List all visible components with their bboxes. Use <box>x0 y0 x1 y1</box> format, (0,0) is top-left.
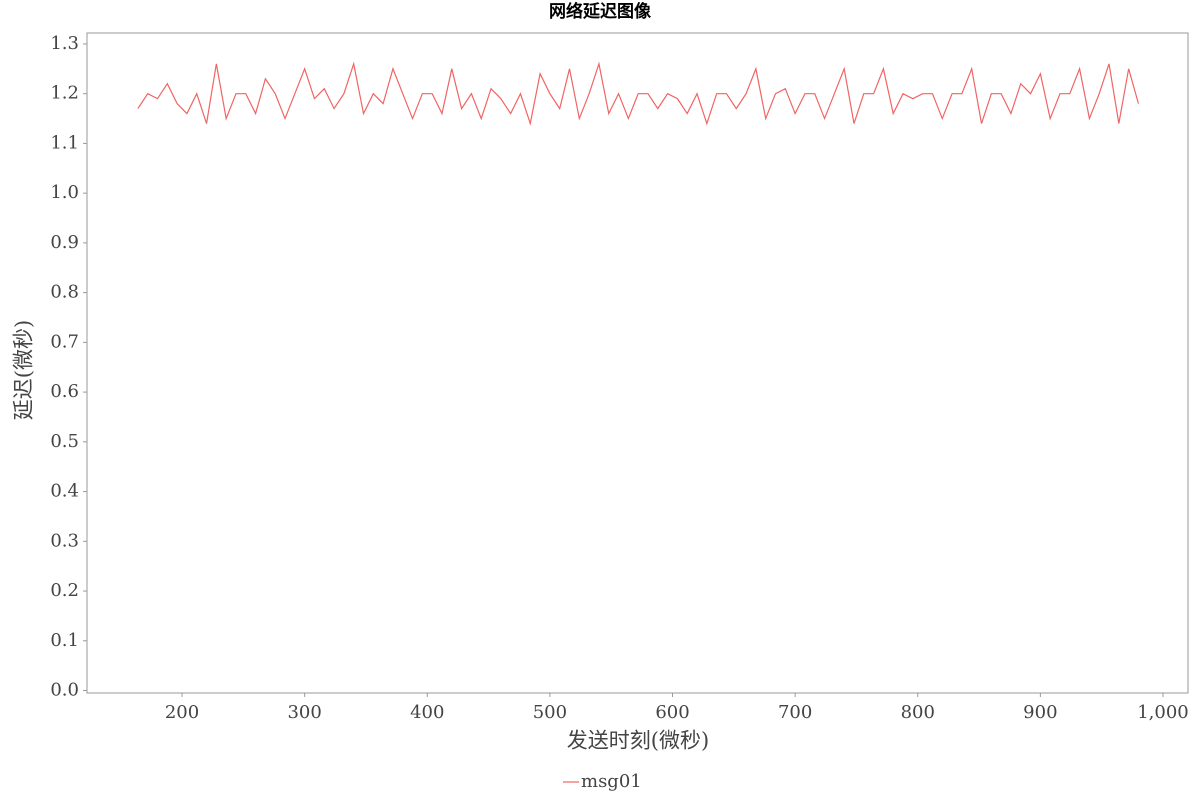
x-tick-label: 800 <box>901 702 935 723</box>
line-series <box>137 61 1140 126</box>
x-tick-label: 300 <box>287 702 321 723</box>
y-tick-label: 0.8 <box>50 282 79 303</box>
y-tick-label: 0.3 <box>50 530 79 551</box>
y-tick-label: 0.0 <box>50 680 79 701</box>
x-tick-label: 900 <box>1023 702 1057 723</box>
y-tick-label: 0.9 <box>50 232 79 253</box>
y-tick-label: 0.6 <box>50 381 79 402</box>
y-axis-label: 延迟(微秒) <box>12 320 36 420</box>
y-tick-label: 0.1 <box>50 630 79 651</box>
x-tick-label: 600 <box>655 702 689 723</box>
chart-title: 网络延迟图像 <box>549 1 652 22</box>
plot-frame <box>86 32 1189 694</box>
x-axis-label: 发送时刻(微秒) <box>567 729 709 753</box>
y-tick-label: 0.5 <box>50 431 79 452</box>
x-tick-label: 700 <box>778 702 812 723</box>
y-tick-label: 1.2 <box>50 83 79 104</box>
x-tick-label: 200 <box>165 702 199 723</box>
y-tick-label: 1.1 <box>50 132 79 153</box>
y-tick-label: 0.4 <box>50 481 79 502</box>
y-tick-label: 1.0 <box>50 182 79 203</box>
y-tick-label: 1.3 <box>50 33 79 54</box>
x-tick-label: 1,000 <box>1137 702 1189 723</box>
y-tick-label: 0.2 <box>50 580 79 601</box>
x-tick-label: 400 <box>410 702 444 723</box>
legend-label: msg01 <box>581 771 642 792</box>
x-tick-label: 500 <box>533 702 567 723</box>
y-tick-label: 0.7 <box>50 331 79 352</box>
